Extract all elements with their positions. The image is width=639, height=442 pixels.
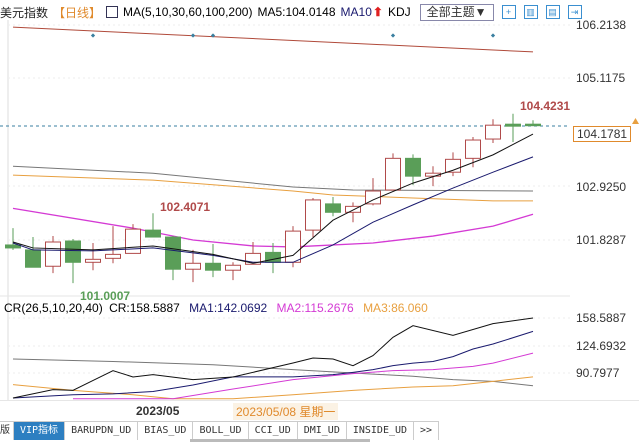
cr-ma2: MA2:115.2676 — [276, 301, 354, 315]
indicator-icon[interactable] — [106, 6, 119, 18]
cr-axis-label: 158.5887 — [576, 311, 627, 325]
mid-high-annotation: 102.4071 — [160, 200, 210, 214]
tab-cci[interactable]: CCI_UD — [248, 422, 298, 440]
low-annotation: 101.0007 — [80, 289, 130, 303]
tab-barupdn[interactable]: BARUPDN_UD — [65, 422, 139, 440]
candle-body — [325, 203, 341, 213]
candle-body — [405, 157, 421, 177]
signal-dot — [390, 33, 396, 38]
period-selector[interactable]: 【日线】 — [53, 5, 102, 20]
tab-cut[interactable]: 版 — [0, 422, 14, 440]
price-axis-label: 105.1175 — [576, 71, 626, 85]
chart-header: 美元指数 【日线】 MA(5,10,30,60,100,200) MA5:104… — [0, 3, 587, 21]
candle-body — [485, 124, 501, 140]
cr-ma1-line — [12, 330, 534, 399]
price-axis-label: 101.8287 — [576, 233, 627, 247]
candle-body — [105, 253, 121, 259]
high-annotation: 104.4231 — [520, 99, 570, 113]
ma10-label: MA10 — [340, 5, 372, 19]
ma60-line — [12, 174, 533, 202]
date-month-label: 2023/05 — [136, 404, 180, 418]
candle-body — [5, 244, 21, 249]
cr-header: CR(26,5,10,20,40) CR:158.5887 MA1:142.06… — [4, 301, 434, 315]
ma5-line — [12, 133, 534, 264]
candle-body — [225, 264, 241, 271]
candle-body — [305, 199, 321, 231]
ma5-value: MA5:104.0148 — [257, 5, 336, 19]
cr-params[interactable]: CR(26,5,10,20,40) — [4, 301, 103, 315]
indicator-tabs: 版 VIP指标 BARUPDN_UD BIAS_UD BOLL_UD CCI_U… — [0, 421, 440, 440]
signal-dot — [190, 33, 196, 38]
candle-body — [465, 139, 481, 159]
ma100-line — [12, 165, 534, 192]
ma30-line — [12, 207, 534, 248]
candle-body — [505, 123, 521, 127]
tab-bias[interactable]: BIAS_UD — [138, 422, 194, 440]
crosshair-icon[interactable]: + — [501, 5, 516, 19]
cr-ma3: MA3:86.060 — [363, 301, 428, 315]
layout-icon[interactable]: ▥ — [523, 5, 538, 19]
current-price-label: 104.1781 — [573, 126, 632, 142]
price-axis-label: 106.2138 — [576, 18, 627, 32]
price-axis-label: 102.9250 — [576, 180, 627, 194]
chart-icon[interactable]: ▤ — [545, 5, 560, 19]
horizontal-scrollbar[interactable] — [190, 439, 370, 442]
cr-axis-label: 90.7977 — [576, 366, 620, 380]
signal-dot — [210, 33, 216, 38]
signal-dot — [490, 33, 496, 38]
ma200-line — [12, 26, 534, 53]
tab-boll[interactable]: BOLL_UD — [193, 422, 249, 440]
up-arrow-icon: ⬆ — [372, 5, 383, 19]
ma-params[interactable]: MA(5,10,30,60,100,200) — [123, 5, 253, 19]
candle-body — [245, 252, 261, 265]
ma10-line — [12, 156, 534, 263]
cr-axis-label: 124.6932 — [576, 339, 627, 353]
candle-body — [85, 258, 101, 263]
kdj-label[interactable]: KDJ — [387, 5, 411, 19]
cr-line — [12, 317, 534, 399]
candle-body — [365, 190, 381, 205]
next-icon[interactable]: ⇥ — [567, 5, 582, 19]
candle-body — [165, 236, 181, 270]
candle-body — [285, 230, 301, 263]
cr-ma3-line — [12, 376, 534, 400]
signal-dot — [90, 33, 96, 38]
candle-body — [125, 228, 141, 254]
candle-body — [185, 262, 201, 270]
candle-body — [525, 123, 541, 127]
cr-ref-line — [12, 358, 534, 387]
candle-body — [65, 240, 81, 263]
tab-vip[interactable]: VIP指标 — [14, 422, 66, 440]
cr-ma1: MA1:142.0692 — [189, 301, 268, 315]
price-arrow-icon — [632, 118, 639, 124]
cr-ma2-line — [73, 352, 534, 400]
candle-body — [205, 262, 221, 271]
tab-inside[interactable]: INSIDE_UD — [346, 422, 415, 440]
candle-body — [25, 249, 41, 268]
theme-dropdown[interactable]: 全部主题▼ — [419, 3, 494, 21]
instrument-title: 美元指数 — [0, 5, 49, 20]
date-axis: 2023/05 2023/05/08 星期一 — [0, 400, 639, 420]
candle-body — [385, 157, 401, 191]
tabs-more-button[interactable]: >> — [414, 422, 440, 440]
tab-dmi[interactable]: DMI_UD — [297, 422, 347, 440]
candle-body — [45, 241, 61, 267]
candle-body — [345, 205, 361, 213]
candle-body — [145, 229, 161, 238]
cr-value: CR:158.5887 — [109, 301, 180, 315]
selected-date-label: 2023/05/08 星期一 — [233, 403, 339, 420]
